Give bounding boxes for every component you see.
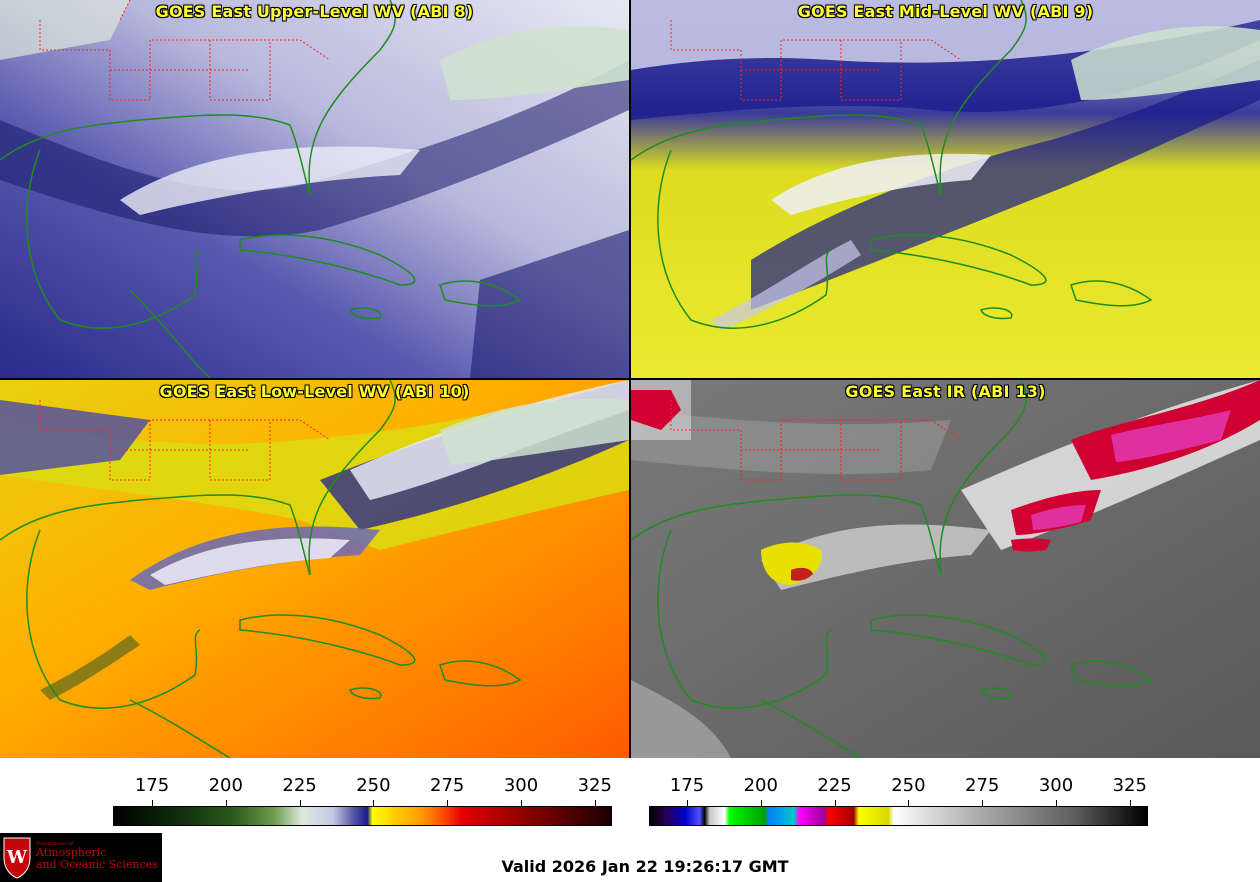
ir-colorbar-tick-label: 325 [1112, 775, 1147, 796]
ir-colorbar-tick-mark [834, 800, 836, 806]
low-level-wv-image [0, 380, 629, 758]
ir-colorbar [649, 806, 1148, 826]
wv-colorbar-tick-mark [225, 800, 227, 806]
logo-name-text: Atmospheric and Oceanic Sciences [36, 847, 158, 871]
wv-colorbar-tick-mark [594, 800, 596, 806]
wv-colorbar-tick-label: 275 [430, 775, 465, 796]
ir-colorbar-tick-mark [982, 800, 984, 806]
ir-colorbar-tick-mark [687, 800, 688, 806]
wv-colorbar-tick-mark [373, 800, 375, 806]
ir-colorbar-tick-label: 200 [743, 775, 778, 796]
wv-colorbar-tick-label: 200 [208, 775, 243, 796]
ir-colorbar-tick-label: 300 [1038, 775, 1074, 796]
ir-colorbar-tick-mark [908, 800, 910, 806]
wv-colorbar-tick-label: 175 [134, 775, 170, 796]
ir-colorbar-tick-label: 275 [965, 775, 1000, 796]
aos-logo: W Department of Atmospheric and Oceanic … [0, 833, 162, 882]
ir-colorbar-tick-label: 175 [669, 775, 705, 796]
upper-level-wv-image [0, 0, 629, 378]
ir-image [631, 380, 1260, 758]
ir-colorbar-tick-mark [1056, 800, 1057, 806]
wv-colorbar-tick-mark [299, 800, 301, 806]
panel-divider-horizontal [0, 378, 1260, 380]
valid-time: Valid 2026 Jan 22 19:26:17 GMT [501, 857, 789, 876]
wv-colorbar-tick-label: 250 [356, 775, 391, 796]
panel-upper-level-wv: GOES East Upper-Level WV (ABI 8) [0, 0, 629, 378]
panel-title-ir: GOES East IR (ABI 13) [845, 382, 1046, 401]
ir-colorbar-tick-label: 250 [891, 775, 926, 796]
panel-mid-level-wv: GOES East Mid-Level WV (ABI 9) [631, 0, 1260, 378]
svg-text:W: W [6, 847, 28, 868]
panel-title-mid-level-wv: GOES East Mid-Level WV (ABI 9) [797, 2, 1094, 21]
logo-dept-text: Department of [36, 841, 73, 847]
ir-colorbar-tick-mark [1129, 800, 1131, 806]
logo-name-line2: and Oceanic Sciences [36, 858, 158, 871]
wv-colorbar-tick-mark [152, 800, 153, 806]
panel-ir: GOES East IR (ABI 13) [631, 380, 1260, 758]
wv-colorbar-tick-label: 300 [503, 775, 539, 796]
logo-name-line1: Atmospheric [36, 846, 107, 859]
wv-colorbar-tick-mark [447, 800, 449, 806]
panel-low-level-wv: GOES East Low-Level WV (ABI 10) [0, 380, 629, 758]
wv-colorbar-tick-mark [521, 800, 522, 806]
ir-colorbar-tick-label: 225 [817, 775, 852, 796]
wv-colorbar-tick-label: 325 [577, 775, 612, 796]
panel-title-upper-level-wv: GOES East Upper-Level WV (ABI 8) [155, 2, 474, 21]
panel-title-low-level-wv: GOES East Low-Level WV (ABI 10) [159, 382, 470, 401]
wv-colorbar [113, 806, 612, 826]
uw-crest-icon: W [3, 837, 31, 879]
mid-level-wv-image [631, 0, 1260, 378]
wv-colorbar-tick-label: 225 [282, 775, 317, 796]
ir-colorbar-tick-mark [760, 800, 762, 806]
